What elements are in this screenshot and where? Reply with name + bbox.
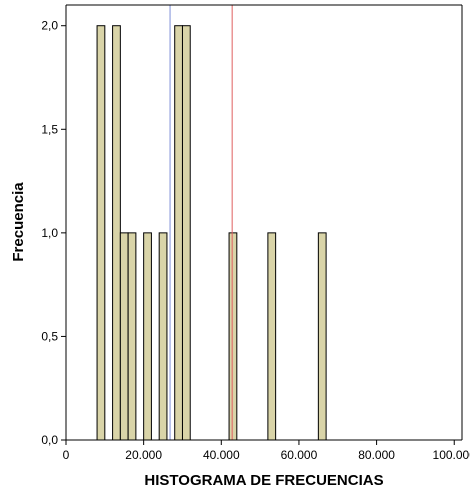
- histogram-bar: [158, 232, 168, 441]
- histogram-bar: [181, 25, 191, 441]
- x-tick-label: 20.000: [125, 448, 162, 462]
- x-axis-ticks: 0 20.000 40.000 60.000 80.000 100.000: [63, 440, 470, 462]
- histogram-bar: [317, 232, 327, 441]
- y-axis-title: Frecuencia: [10, 182, 27, 262]
- bars-group: [96, 25, 327, 441]
- x-tick-label: 100.000: [433, 448, 470, 462]
- y-tick-label: 0,0: [41, 433, 58, 447]
- histogram-bar: [112, 25, 121, 441]
- y-tick-label: 0,5: [41, 329, 58, 343]
- reference-lines-group: [169, 5, 233, 440]
- histogram-bar: [96, 25, 106, 441]
- y-tick-label: 1,0: [41, 226, 58, 240]
- x-tick-label: 60.000: [281, 448, 318, 462]
- x-tick-label: 0: [63, 448, 70, 462]
- histogram-bar: [174, 25, 183, 441]
- x-axis-title: HISTOGRAMA DE FRECUENCIAS: [144, 472, 383, 489]
- histogram-bar: [127, 232, 137, 441]
- x-tick-label: 40.000: [203, 448, 240, 462]
- x-tick-label: 80.000: [358, 448, 395, 462]
- y-tick-label: 2,0: [41, 19, 58, 33]
- histogram-bar: [228, 232, 238, 441]
- histogram-bar: [143, 232, 152, 441]
- y-tick-label: 1,5: [41, 122, 58, 136]
- y-axis-ticks: 0,0 0,5 1,0 1,5 2,0: [41, 19, 66, 447]
- histogram-bar: [119, 232, 129, 441]
- histogram-bar: [267, 232, 277, 441]
